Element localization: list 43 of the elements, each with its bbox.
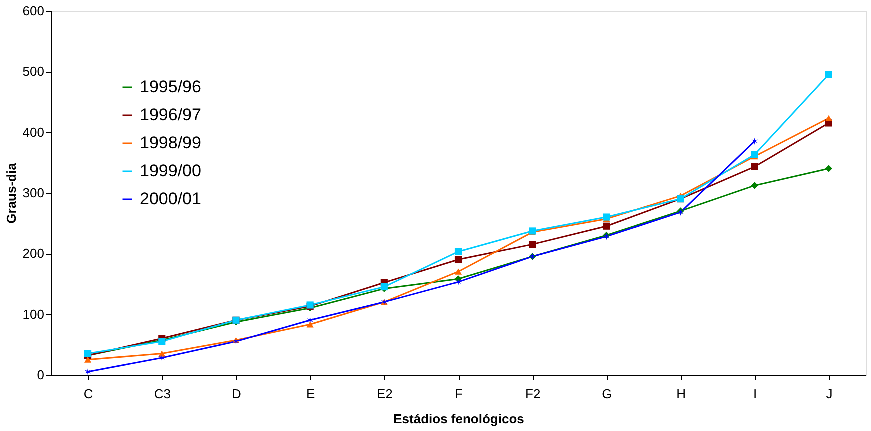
point xyxy=(603,222,610,230)
point xyxy=(307,316,314,324)
y-tick-label: 100 xyxy=(22,306,44,322)
x-tick-label: C3 xyxy=(154,386,171,402)
point xyxy=(159,354,166,362)
point xyxy=(752,138,758,145)
x-tick-label: E xyxy=(306,386,316,402)
point xyxy=(455,278,462,286)
point xyxy=(825,165,832,172)
x-tick-label: H xyxy=(676,386,686,402)
x-tick-label: G xyxy=(602,386,612,402)
x-tick-label: F xyxy=(455,386,464,402)
x-tick-label: D xyxy=(232,386,242,402)
legend-label: 1996/97 xyxy=(140,106,202,124)
y-axis-title: Graus-dia xyxy=(4,162,19,224)
point xyxy=(825,71,832,78)
point xyxy=(751,151,758,158)
x-tick-label: F2 xyxy=(526,386,541,402)
x-tick-label: J xyxy=(826,386,833,402)
legend-label: 1999/00 xyxy=(140,162,202,180)
point xyxy=(529,241,536,248)
legend-label: 1998/99 xyxy=(140,134,202,152)
y-tick-label: 600 xyxy=(22,4,44,18)
y-tick-label: 500 xyxy=(22,64,44,80)
y-tick-label: 0 xyxy=(37,368,44,382)
point xyxy=(603,214,610,221)
x-tick-label: C xyxy=(84,386,94,402)
point xyxy=(825,115,832,122)
x-axis-title: Estádios fenológicos xyxy=(394,412,524,426)
point xyxy=(84,368,92,376)
x-tick-label: I xyxy=(754,386,758,402)
point xyxy=(751,182,758,190)
legend-label: 2000/01 xyxy=(140,190,202,208)
x-tick-label: E2 xyxy=(376,386,393,402)
y-tick-label: 400 xyxy=(22,124,44,140)
point xyxy=(751,163,758,170)
y-tick-label: 200 xyxy=(22,246,44,262)
point xyxy=(84,356,92,363)
point xyxy=(454,256,462,264)
point xyxy=(454,248,462,256)
y-tick-label: 300 xyxy=(22,186,44,200)
point xyxy=(454,268,462,275)
legend-label: 1995/96 xyxy=(140,78,202,96)
